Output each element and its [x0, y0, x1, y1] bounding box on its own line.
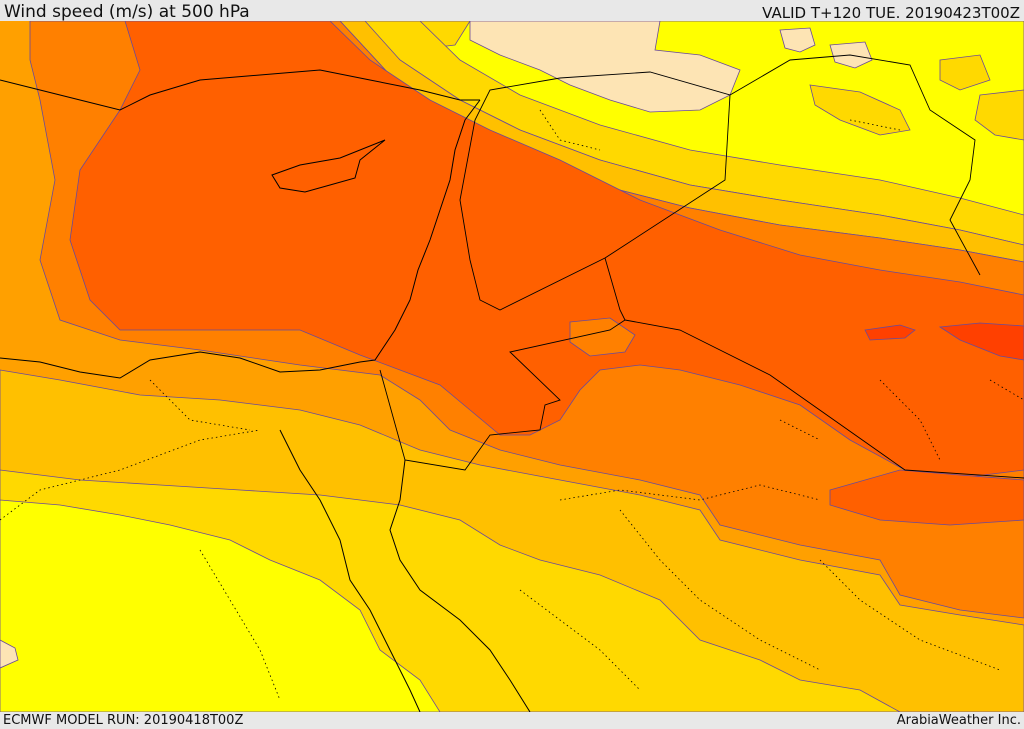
credit-text: ArabiaWeather Inc.	[896, 713, 1021, 728]
map-title: Wind speed (m/s) at 500 hPa	[4, 2, 250, 22]
band-max-2	[864, 324, 916, 341]
levant-coastline	[0, 99, 481, 379]
band-north-lowest-2	[779, 27, 816, 53]
band-south-lowest	[0, 499, 441, 712]
borders	[379, 54, 1024, 479]
valid-time: VALID T+120 TUE. 20190423T00Z	[762, 4, 1020, 22]
band-jet-core	[69, 21, 1024, 479]
province-boundaries	[0, 109, 1024, 701]
band-north-mid-3	[974, 89, 1024, 141]
turkey-coastline	[0, 69, 480, 111]
band-se-core	[829, 469, 1024, 526]
band-max-1	[938, 322, 1024, 361]
band-north-mid-2	[939, 54, 991, 91]
band-north-lowest	[469, 21, 741, 113]
cyprus-coastline	[271, 139, 386, 193]
band-north-mid	[809, 84, 911, 136]
red-sea-coastline	[279, 429, 421, 712]
map-canvas	[0, 21, 1024, 712]
band-south-beige	[0, 639, 19, 669]
footer-bar: ECMWF MODEL RUN: 20190418T00Z ArabiaWeat…	[0, 712, 1024, 729]
red-sea-east-coastline	[389, 459, 531, 712]
band-jet-inner-patch	[569, 317, 636, 357]
model-run: ECMWF MODEL RUN: 20190418T00Z	[3, 713, 244, 728]
header-bar: Wind speed (m/s) at 500 hPa VALID T+120 …	[0, 0, 1024, 21]
wind-speed-map[interactable]	[0, 21, 1024, 712]
